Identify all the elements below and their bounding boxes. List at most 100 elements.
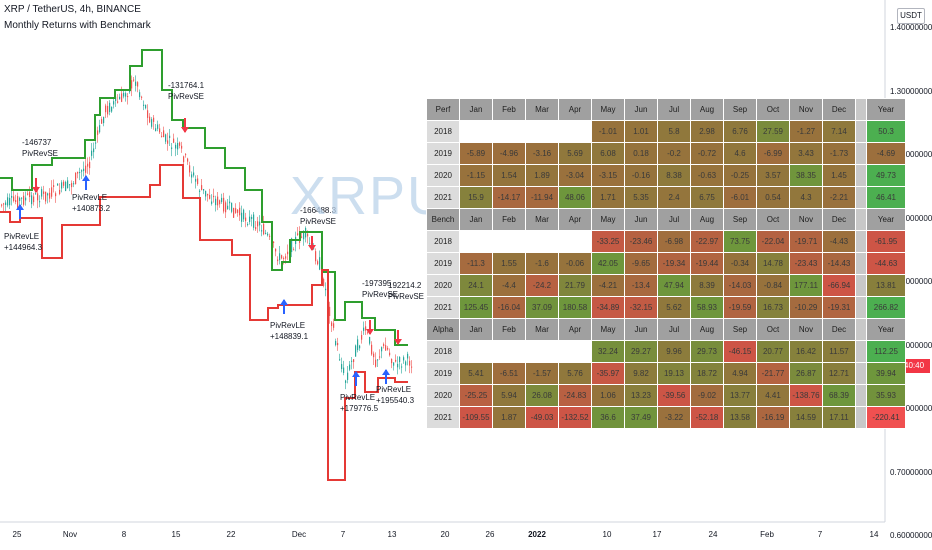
row-year: 2018 <box>426 230 460 253</box>
candle <box>185 152 187 158</box>
candle <box>145 104 147 110</box>
return-cell: 180.58 <box>558 296 592 319</box>
return-cell: -1.6 <box>525 252 559 275</box>
return-cell: 19.13 <box>657 362 691 385</box>
return-cell: 29.73 <box>690 340 724 363</box>
candle <box>187 157 189 165</box>
candle <box>239 202 241 221</box>
indicator-title: Monthly Returns with Benchmark <box>4 20 151 31</box>
return-cell: 9.96 <box>657 340 691 363</box>
return-cell: 8.38 <box>657 164 691 187</box>
return-cell: 9.82 <box>624 362 658 385</box>
return-cell: -132.52 <box>558 406 592 429</box>
table-gap <box>855 120 867 143</box>
candle <box>87 157 89 174</box>
time-tick-label: Feb <box>760 530 774 539</box>
candle <box>177 137 179 155</box>
candle <box>191 171 193 184</box>
candle <box>343 360 345 376</box>
candle <box>283 256 285 265</box>
return-cell <box>459 230 493 253</box>
candle <box>45 191 47 205</box>
return-cell: 37.49 <box>624 406 658 429</box>
month-header: Jun <box>624 208 658 231</box>
return-cell: 2.98 <box>690 120 724 143</box>
table-gap <box>855 186 867 209</box>
candle <box>53 179 55 193</box>
month-header: Apr <box>558 98 592 121</box>
price-tick-label: 1.30000000 <box>890 86 932 96</box>
table-header-row: Alpha Jan Feb Mar Apr May Jun Jul Aug Sep Oct Nov De… <box>426 318 906 341</box>
table-gap <box>855 362 867 385</box>
return-cell: -1.27 <box>789 120 823 143</box>
candle <box>333 318 335 331</box>
candle <box>207 193 209 202</box>
candle <box>395 354 397 363</box>
trade-label: PivRevLE <box>4 232 39 241</box>
time-tick-label: 2022 <box>528 530 546 539</box>
candle <box>267 231 269 237</box>
return-cell: -14.17 <box>492 186 526 209</box>
return-cell <box>525 230 559 253</box>
candle <box>323 277 325 288</box>
time-tick-label: 13 <box>387 530 397 539</box>
trade-label: PivRevLE <box>340 393 375 402</box>
month-header: Jan <box>459 318 493 341</box>
candle <box>5 200 7 212</box>
time-tick-label: 15 <box>171 530 181 539</box>
month-header: Jul <box>657 98 691 121</box>
time-tick-label: 17 <box>652 530 662 539</box>
trade-label: -166488.3 <box>300 206 337 215</box>
candle <box>351 356 353 370</box>
month-header: Sep <box>723 98 757 121</box>
time-tick-label: 10 <box>602 530 612 539</box>
candle <box>269 233 271 241</box>
candle <box>229 195 231 211</box>
return-cell <box>558 230 592 253</box>
candle <box>373 351 375 366</box>
table-row: 2020 -25.25 5.94 26.08 -24.83 1.06 13.23 -39.56… <box>426 384 906 407</box>
candle <box>277 256 279 266</box>
return-cell: -11.3 <box>459 252 493 275</box>
short-entry-arrow <box>366 320 374 335</box>
candle <box>117 94 119 104</box>
candle <box>111 106 113 113</box>
candle <box>243 208 245 222</box>
return-cell: 1.71 <box>591 186 625 209</box>
candle <box>287 244 289 260</box>
return-cell: 73.75 <box>723 230 757 253</box>
price-tick-label: 1.20000000 <box>890 150 932 159</box>
candle <box>309 237 311 247</box>
candle <box>131 75 133 97</box>
price-tick-label: 1.10000000 <box>890 213 932 223</box>
table-gap <box>855 142 867 165</box>
candle <box>49 188 51 203</box>
candle <box>357 335 359 353</box>
long-entry-arrow <box>82 175 90 190</box>
return-cell: -24.83 <box>558 384 592 407</box>
trade-label-sub: +140873.2 <box>72 204 111 213</box>
return-cell: -0.2 <box>657 142 691 165</box>
year-header: Year <box>866 318 906 341</box>
long-entry-arrow <box>352 371 360 386</box>
candle <box>375 352 377 368</box>
candle <box>251 214 253 227</box>
candle <box>393 362 395 371</box>
trade-label: PivRevLE <box>72 193 107 202</box>
candle <box>121 86 123 103</box>
candle <box>377 358 379 368</box>
currency-button[interactable]: USDT <box>897 8 925 24</box>
candle <box>91 142 93 161</box>
time-tick-label: Dec <box>291 530 307 539</box>
candle <box>201 179 203 191</box>
time-tick-label: 14 <box>869 530 879 539</box>
return-cell: 15.9 <box>459 186 493 209</box>
candle <box>253 211 255 231</box>
return-cell: 6.76 <box>723 120 757 143</box>
month-header: Mar <box>525 208 559 231</box>
return-cell: 5.8 <box>657 120 691 143</box>
return-cell: 5.35 <box>624 186 658 209</box>
candle <box>387 345 389 351</box>
month-header: Dec <box>822 98 856 121</box>
